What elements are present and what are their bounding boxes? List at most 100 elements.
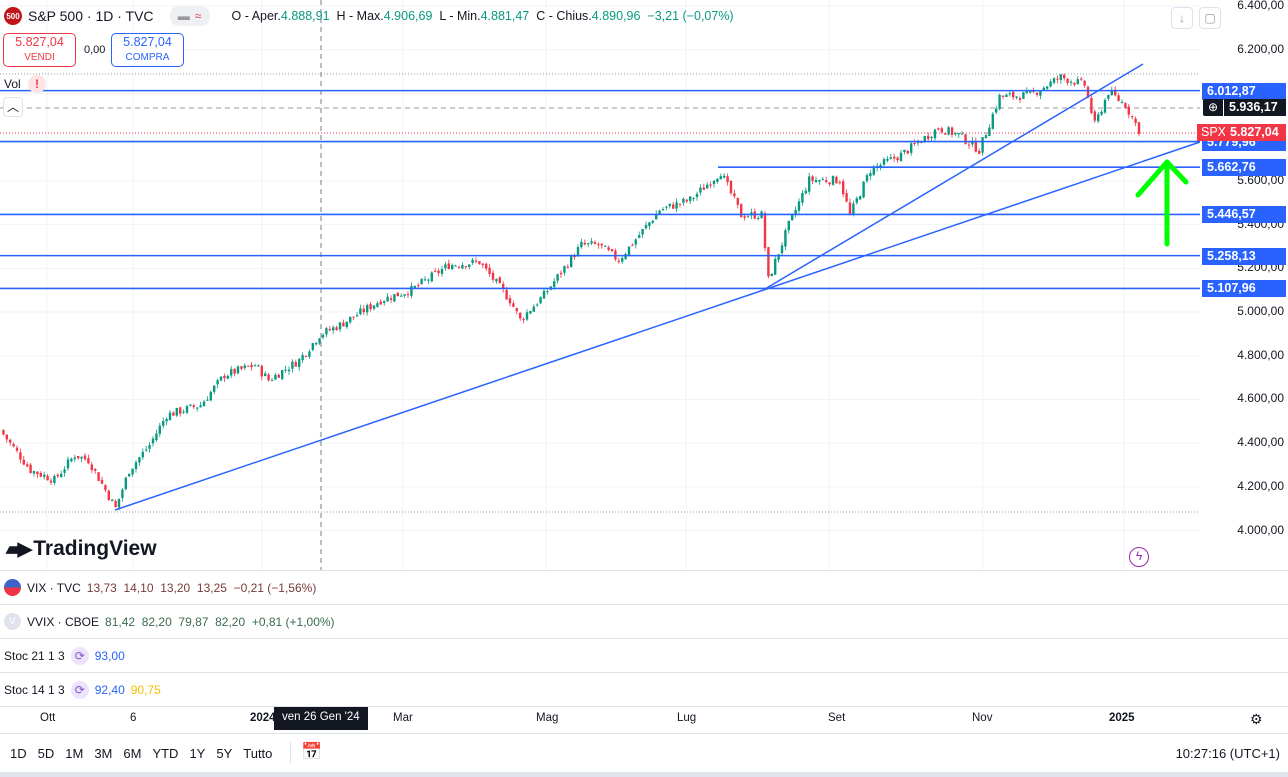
candle [699, 184, 702, 196]
candle [631, 243, 634, 247]
sell-button[interactable]: 5.827,04 VENDI [3, 33, 76, 67]
candle [454, 264, 457, 267]
warning-icon[interactable]: ! [28, 75, 46, 93]
stoch21-pane[interactable]: Stoc 21 1 3 ⟳ 93,00 [0, 638, 1288, 672]
calendar-goto-icon[interactable]: 📅 [301, 742, 323, 761]
candle [308, 349, 311, 359]
candle [954, 132, 957, 136]
refresh-icon[interactable]: ⟳ [70, 646, 89, 665]
vvix-pane[interactable]: V VVIX · CBOE 81,42 82,20 79,87 82,20 +0… [0, 604, 1288, 638]
candle [73, 454, 76, 462]
candle [726, 173, 729, 186]
candle [644, 221, 648, 230]
symbol-title[interactable]: S&P 500 · 1D · TVC [28, 8, 154, 24]
collapse-chevron-up-icon[interactable]: ︿ [3, 97, 23, 117]
candle [104, 484, 107, 493]
candle [1069, 79, 1073, 87]
price-tick-label: 6.400,00 [1237, 0, 1284, 12]
time-label: Mag [536, 712, 559, 724]
candle [621, 255, 624, 264]
price-tick-label: 6.200,00 [1237, 41, 1284, 56]
add-alert-plus-icon[interactable]: ⊕ [1203, 99, 1223, 116]
legend-toggle[interactable]: ▬ ≈ [169, 6, 210, 26]
price-tick-label: 4.800,00 [1237, 347, 1284, 362]
candle [165, 417, 168, 426]
time-axis[interactable] [0, 706, 1288, 734]
candle [627, 246, 631, 256]
candle [77, 455, 80, 460]
candle [427, 278, 430, 284]
candle [842, 178, 845, 198]
range-6m[interactable]: 6M [123, 746, 142, 761]
stoch14-d: 90,75 [130, 682, 161, 697]
candle [281, 369, 284, 381]
candle [417, 282, 420, 289]
range-1d[interactable]: 1D [10, 746, 27, 761]
candle [250, 361, 253, 371]
vix-pane[interactable]: VIX · TVC 13,73 14,10 13,20 13,25 −0,21 … [0, 570, 1288, 604]
range-5d[interactable]: 5D [37, 746, 55, 761]
trendline-long[interactable] [114, 141, 1201, 511]
current-symbol-tag: SPX [1197, 124, 1226, 141]
range-tutto[interactable]: Tutto [243, 746, 273, 761]
candle [22, 456, 25, 466]
candle [301, 352, 304, 363]
candle [264, 371, 267, 377]
green-arrow-drawing[interactable] [1135, 159, 1189, 247]
spread-value: 0,00 [84, 44, 106, 56]
candle [991, 111, 994, 130]
range-5y[interactable]: 5Y [216, 746, 233, 761]
candle [260, 364, 263, 381]
candle [1001, 95, 1005, 100]
candle [406, 291, 410, 298]
candle [420, 278, 423, 285]
sp500-logo: 500 [4, 7, 22, 25]
candle [63, 466, 66, 477]
vvix-logo-icon: V [4, 613, 21, 630]
candle [801, 189, 804, 206]
clock-timezone[interactable]: 10:27:16 (UTC+1) [1175, 746, 1280, 761]
candle [859, 195, 862, 200]
candle [896, 156, 899, 163]
candle [903, 149, 906, 155]
range-1y[interactable]: 1Y [189, 746, 206, 761]
candle [869, 170, 872, 180]
candle [1063, 73, 1066, 81]
candle [1015, 96, 1018, 100]
range-ytd[interactable]: YTD [152, 746, 179, 761]
stoch14-pane[interactable]: Stoc 14 1 3 ⟳ 92,40 90,75 [0, 672, 1288, 706]
candle [1049, 79, 1052, 88]
candle [862, 181, 865, 199]
price-tick-label: 4.600,00 [1237, 391, 1284, 406]
arrow-down-icon[interactable]: ↓ [1171, 7, 1193, 29]
candle [321, 333, 325, 340]
candle [1093, 109, 1096, 123]
candle [267, 372, 270, 382]
candle [359, 304, 362, 316]
refresh-icon[interactable]: ⟳ [70, 680, 89, 699]
candle [978, 148, 981, 155]
fullscreen-icon[interactable]: ▢ [1199, 7, 1221, 29]
settings-gear-icon[interactable]: ⚙ [1250, 711, 1263, 727]
candle [651, 219, 654, 225]
candle [121, 488, 124, 502]
candle [495, 278, 498, 284]
candle [1052, 76, 1056, 85]
range-3m[interactable]: 3M [94, 746, 113, 761]
trendline-steep[interactable] [764, 63, 1144, 290]
price-chart[interactable] [0, 0, 1288, 570]
buy-button[interactable]: 5.827,04 COMPRA [111, 33, 184, 67]
crosshair-date-label: ven 26 Gen '24 [274, 707, 368, 730]
candle [199, 401, 202, 408]
range-1m[interactable]: 1M [65, 746, 84, 761]
candle [284, 365, 287, 374]
candle [437, 268, 440, 277]
candle [988, 124, 991, 137]
lightning-icon[interactable]: ϟ [1129, 547, 1149, 567]
candle [719, 173, 722, 180]
candle [787, 220, 790, 234]
candle [1039, 90, 1042, 100]
candle [882, 157, 886, 168]
candle [502, 281, 505, 293]
candle [899, 149, 903, 162]
